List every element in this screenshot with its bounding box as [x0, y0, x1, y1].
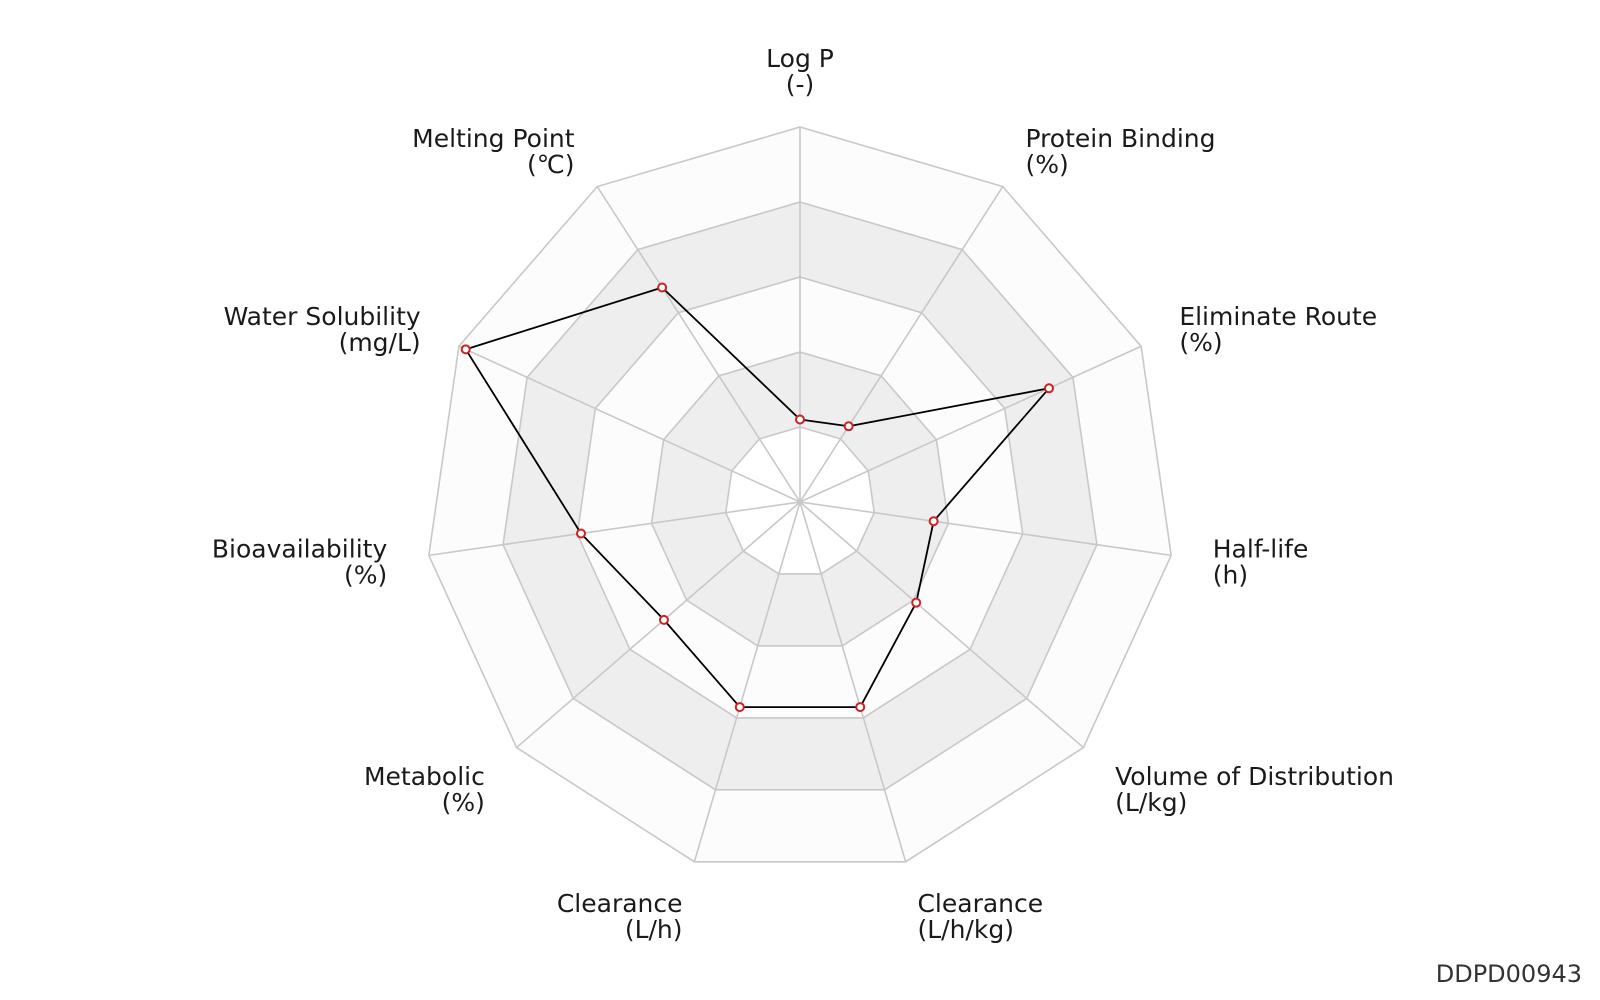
ring-gridline-3 [576, 276, 1024, 719]
axis-label-5: Clearance(L/h/kg) [917, 889, 1043, 944]
axis-spoke-8 [428, 501, 801, 557]
data-point-10 [657, 282, 668, 293]
axis-spoke-7 [516, 501, 801, 749]
axis-label-0: Log P(-) [766, 44, 834, 99]
axis-name: Bioavailability [212, 534, 388, 563]
data-point-2 [1044, 383, 1055, 394]
axis-name: Half-life [1213, 534, 1309, 563]
series-line [464, 286, 1050, 708]
axis-name: Water Solubility [224, 302, 421, 331]
ring-gridline-1 [724, 426, 876, 575]
data-point-8 [576, 528, 586, 539]
axis-label-3: Half-life(h) [1213, 534, 1309, 589]
axis-spoke-4 [799, 501, 1084, 749]
axis-name: Eliminate Route [1179, 302, 1377, 331]
axis-unit: (L/h/kg) [917, 915, 1013, 944]
axis-unit: (h) [1213, 560, 1248, 589]
axis-unit: (%) [442, 788, 485, 817]
axis-name: Clearance [557, 889, 683, 918]
axis-unit: (mg/L) [339, 328, 421, 357]
data-point-6 [734, 702, 745, 713]
data-point-9 [460, 344, 471, 355]
axis-label-9: Water Solubility(mg/L) [224, 302, 421, 357]
axis-spoke-10 [596, 186, 801, 503]
axis-label-2: Eliminate Route(%) [1179, 302, 1377, 357]
axis-name: Clearance [917, 889, 1043, 918]
data-point-0 [795, 414, 805, 425]
axis-label-6: Clearance(L/h) [557, 889, 683, 944]
data-point-3 [928, 516, 939, 527]
radar-ring-gridlines [427, 126, 1173, 863]
ring-gridline-5 [427, 126, 1173, 863]
axis-name: Log P [766, 44, 834, 73]
axis-label-10: Melting Point(℃) [412, 124, 575, 179]
axis-label-8: Bioavailability(%) [212, 534, 388, 589]
radar-series [460, 282, 1055, 713]
axis-spoke-3 [799, 501, 1172, 557]
axis-unit: (L/h) [625, 915, 683, 944]
radar-axis-labels: Log P(-)Protein Binding(%)Eliminate Rout… [212, 44, 1394, 944]
axis-unit: (%) [344, 560, 387, 589]
axis-name: Protein Binding [1025, 124, 1215, 153]
axis-spoke-2 [799, 345, 1142, 503]
ring-gridline-2 [650, 351, 950, 647]
axis-label-1: Protein Binding(%) [1025, 124, 1215, 179]
data-point-5 [855, 702, 866, 713]
axis-unit: (-) [786, 70, 815, 99]
axis-spoke-1 [799, 186, 1004, 503]
axis-name: Metabolic [364, 762, 485, 791]
data-point-1 [843, 421, 854, 432]
axis-name: Melting Point [412, 124, 575, 153]
ring-gridline-4 [502, 201, 1098, 791]
axis-spoke-5 [799, 501, 907, 863]
axis-spoke-9 [458, 345, 801, 503]
axis-unit: (%) [1025, 150, 1068, 179]
axis-label-4: Volume of Distribution(L/kg) [1115, 762, 1394, 817]
data-point-7 [658, 614, 669, 625]
axis-spoke-6 [693, 501, 801, 863]
data-point-4 [911, 597, 922, 608]
radar-axis-spokes [428, 127, 1172, 863]
axis-unit: (L/kg) [1115, 788, 1187, 817]
axis-name: Volume of Distribution [1115, 762, 1394, 791]
axis-label-7: Metabolic(%) [364, 762, 485, 817]
axis-unit: (%) [1179, 328, 1222, 357]
compound-id-label: DDPD00943 [1435, 960, 1582, 988]
axis-unit: (℃) [527, 150, 575, 179]
